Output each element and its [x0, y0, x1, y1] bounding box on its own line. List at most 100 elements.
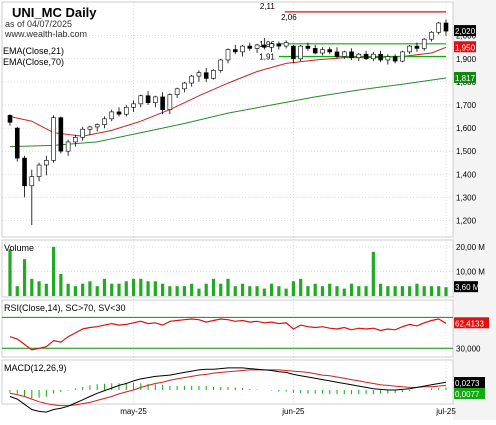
support-label: 1,96: [259, 40, 275, 49]
candle-body: [371, 53, 376, 60]
candle-body: [131, 103, 136, 108]
volume-bar: [22, 259, 27, 296]
candle-body: [334, 51, 340, 57]
volume-bar: [59, 273, 63, 296]
volume-bar: [422, 286, 426, 296]
candle-body: [182, 82, 187, 90]
macd-last-tag: 0,0273: [455, 379, 480, 388]
price-tag-label: 1,817: [455, 74, 476, 83]
candle-body: [29, 176, 35, 187]
volume-bar: [415, 283, 419, 296]
volume-bar: [81, 283, 85, 296]
price-tick-label: 1,400: [456, 170, 477, 179]
price-tick-label: 1,300: [456, 193, 477, 202]
candle-body: [36, 164, 42, 177]
volume-last-tag-box: [454, 281, 478, 293]
volume-bar: [291, 281, 295, 296]
volume-bar: [190, 283, 194, 296]
volume-bar: [117, 283, 121, 296]
candle-body: [385, 56, 391, 61]
volume-bar: [255, 286, 259, 296]
volume-bar: [30, 278, 34, 296]
price-tick-label: 1,900: [456, 55, 477, 64]
volume-bar: [204, 283, 208, 296]
macd-panel-frame: [1, 359, 454, 405]
price-tick-label: 1,700: [456, 101, 477, 110]
volume-bar: [226, 278, 230, 296]
volume-bar: [73, 286, 77, 296]
candle-body: [65, 141, 71, 152]
date-tick-label: may-25: [120, 407, 147, 416]
volume-bar: [233, 286, 237, 296]
candle-body: [73, 137, 78, 143]
candle-body: [349, 51, 354, 58]
candle-body: [203, 72, 209, 79]
macd-tag-box: [454, 377, 485, 388]
resistance-label: 2,11: [260, 2, 276, 11]
volume-bar: [328, 283, 332, 296]
rsi-last-tag: 62,4133: [455, 319, 484, 328]
candle-body: [80, 128, 85, 138]
ema70-legend: EMA(Close,70): [3, 57, 64, 67]
candle-body: [305, 45, 311, 49]
candle-body: [153, 96, 158, 103]
price-tag-box: [454, 25, 476, 37]
candle-body: [189, 75, 194, 84]
price-tick-label: 1,200: [456, 216, 477, 225]
candle-body: [247, 45, 253, 49]
candle-body: [196, 72, 202, 77]
volume-tick-label: 10,00 M: [456, 267, 485, 276]
candle-body: [22, 157, 27, 187]
volume-bar: [299, 278, 303, 296]
volume-bar: [240, 283, 245, 296]
volume-bar: [211, 278, 216, 296]
volume-bar: [313, 283, 317, 296]
volume-bar: [400, 286, 404, 296]
volume-bar: [131, 278, 136, 296]
volume-bar: [364, 286, 368, 296]
axis-layer: 2,0001,9001,8001,7001,6001,5001,4001,300…: [120, 25, 489, 416]
candle-body: [400, 51, 405, 62]
volume-bar: [437, 286, 441, 296]
volume-bar: [197, 288, 201, 296]
right-axis-background: [453, 0, 496, 420]
candle-body: [312, 48, 318, 54]
level-layer: 2,11 2,06 1,96 1,91: [259, 2, 446, 61]
price-tick-label: 1,500: [456, 147, 477, 156]
resistance-label: 2,06: [281, 13, 297, 22]
volume-bar: [284, 288, 288, 296]
candle-body: [44, 160, 49, 166]
rsi-title: RSI(Close,14), SC>70, SV<30: [4, 303, 126, 313]
ema70-line: [9, 77, 447, 148]
price-tag-box: [454, 41, 476, 53]
candle-body: [283, 42, 289, 47]
volume-bar: [139, 278, 143, 296]
candle-body: [327, 49, 333, 53]
volume-bar: [8, 249, 12, 296]
candle-body: [291, 45, 296, 60]
volume-bar: [379, 283, 383, 296]
volume-bar: [393, 286, 397, 296]
volume-bar: [349, 283, 354, 296]
candle-body: [392, 56, 398, 62]
candle-body: [429, 31, 434, 40]
volume-bar: [371, 251, 375, 296]
volume-last-tag: 3,60 M: [455, 283, 480, 292]
candle-body: [232, 49, 238, 53]
volume-bar: [357, 286, 361, 296]
candle-body: [160, 96, 165, 110]
candle-body: [443, 22, 449, 32]
signal-last-tag: 0,0077: [455, 390, 480, 399]
ema-layer: [9, 46, 447, 148]
volume-bar: [168, 286, 172, 296]
volume-bar: [153, 281, 157, 296]
volume-layer: [8, 246, 448, 296]
volume-bar: [386, 286, 390, 296]
as-of-date: as of 04/07/2025: [5, 19, 72, 29]
macd-title: MACD(12,26,9): [4, 363, 67, 373]
date-tick-label: jun-25: [281, 407, 305, 416]
volume-bar: [175, 286, 179, 296]
candle-body: [414, 45, 420, 49]
